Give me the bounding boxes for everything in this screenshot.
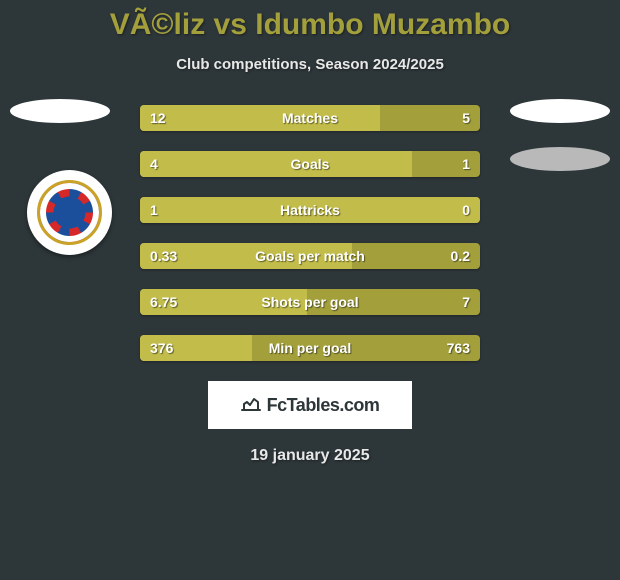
stat-row: 12Matches5 (140, 105, 480, 131)
player-left-badge (10, 99, 110, 123)
stat-row: 4Goals1 (140, 151, 480, 177)
page-title: VÃ©liz vs Idumbo Muzambo (0, 0, 620, 42)
brand-logo: FcTables.com (208, 381, 412, 429)
player-left-name: VÃ©liz (110, 8, 205, 41)
chart-icon (241, 395, 261, 416)
player-right-badge (510, 99, 610, 123)
stat-right-value: 763 (447, 335, 470, 361)
stat-right-value: 1 (462, 151, 470, 177)
stat-label: Goals per match (140, 243, 480, 269)
stat-right-value: 5 (462, 105, 470, 131)
stat-row: 376Min per goal763 (140, 335, 480, 361)
player-right-name: Idumbo Muzambo (255, 8, 510, 41)
stat-label: Hattricks (140, 197, 480, 223)
stat-row: 0.33Goals per match0.2 (140, 243, 480, 269)
player-left-club-crest (27, 170, 112, 255)
stat-label: Shots per goal (140, 289, 480, 315)
stat-label: Matches (140, 105, 480, 131)
player-right-club-badge (510, 147, 610, 171)
stat-right-value: 7 (462, 289, 470, 315)
stat-row: 1Hattricks0 (140, 197, 480, 223)
stat-bars: 12Matches54Goals11Hattricks00.33Goals pe… (140, 105, 480, 361)
stat-row: 6.75Shots per goal7 (140, 289, 480, 315)
vs-text: vs (214, 8, 247, 41)
stat-right-value: 0.2 (451, 243, 470, 269)
subtitle: Club competitions, Season 2024/2025 (0, 56, 620, 73)
stat-label: Goals (140, 151, 480, 177)
espanyol-crest-icon (37, 180, 102, 245)
comparison-panel: 12Matches54Goals11Hattricks00.33Goals pe… (0, 105, 620, 465)
stat-label: Min per goal (140, 335, 480, 361)
brand-text: FcTables.com (267, 395, 380, 416)
stat-right-value: 0 (462, 197, 470, 223)
date-text: 19 january 2025 (0, 447, 620, 465)
